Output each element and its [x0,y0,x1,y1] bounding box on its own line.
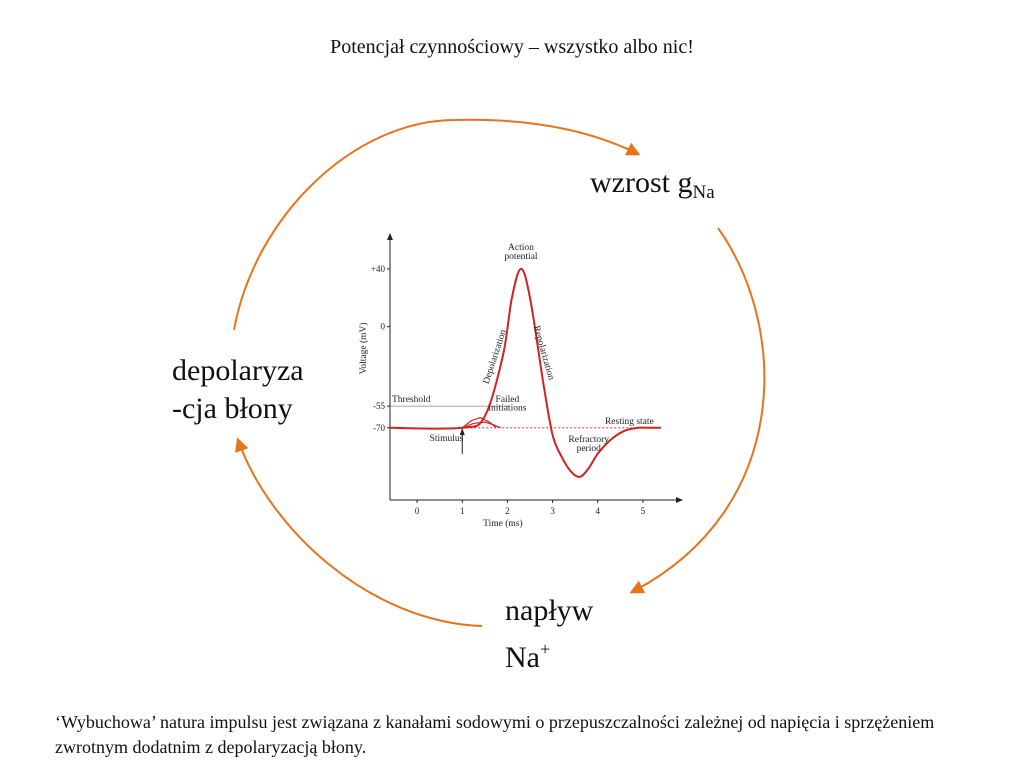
action-potential-chart: 0 1 2 3 4 5 -70 -55 0 +40 Time (ms) Voltage (mV) Thr… [358,233,683,529]
depolarization-line1: depolaryza [172,354,304,387]
y-axis-label: Voltage (mV) [358,322,369,374]
influx-line2: Na+ [505,639,551,674]
superscript-plus: + [539,639,551,659]
annotation-depolarization: Depolarization [482,328,509,385]
stimulus-arrow-icon [459,427,465,436]
action-potential-curve [389,267,661,478]
x-tick-label: 1 [460,506,465,516]
annotation-failed-line1: Failed [496,395,520,405]
x-tick-label: 4 [595,506,600,516]
footnote-text: ‘Wybuchowa’ natura impulsu jest związana… [55,712,935,757]
annotation-action-line2: potential [504,252,538,262]
cycle-label-depolarization: depolaryza -cja błony [172,352,304,428]
arrow-right-arc [629,227,766,594]
failed-initiation-curve [462,421,501,429]
threshold-label: Threshold [392,395,431,405]
subscript-na: Na [692,182,715,203]
depolarization-line2: -cja błony [172,392,293,425]
y-tick-label: +40 [371,264,386,274]
annotation-repolarization: Repolarization [531,325,556,382]
annotation-refractory-line2: period [577,444,602,454]
annotation-action-line1: Action [508,243,534,253]
x-tick-label: 3 [550,506,555,516]
cycle-label-na-influx: napływ Na+ [505,592,593,677]
x-axis-label: Time (ms) [483,518,523,529]
y-tick-label: -55 [373,401,385,411]
chart-axes [387,233,683,503]
y-axis-arrow-icon [387,233,393,240]
influx-line1: napływ [505,594,594,627]
x-tick-label: 0 [415,506,420,516]
chart-text: 0 1 2 3 4 5 -70 -55 0 +40 Time (ms) Voltage (mV) Thr… [358,243,654,529]
x-tick-label: 5 [641,506,646,516]
x-tick-label: 2 [505,506,510,516]
page-title: Potencjał czynnościowy – wszystko albo n… [330,36,694,58]
x-axis-arrow-icon [676,497,683,503]
annotation-refractory-line1: Refractory [568,434,609,445]
arrow-top-arc [233,118,641,331]
arrow-bottom-arc [235,437,483,627]
annotation-failed-line2: initiations [488,403,526,413]
y-tick-label: -70 [373,423,385,433]
chart-lines [389,267,661,478]
y-tick-label: 0 [381,322,386,332]
resting-state-label: Resting state [605,417,654,427]
cycle-label-na-conductance: wzrost gNa [590,166,715,203]
annotation-stimulus: Stimulus [430,434,464,444]
